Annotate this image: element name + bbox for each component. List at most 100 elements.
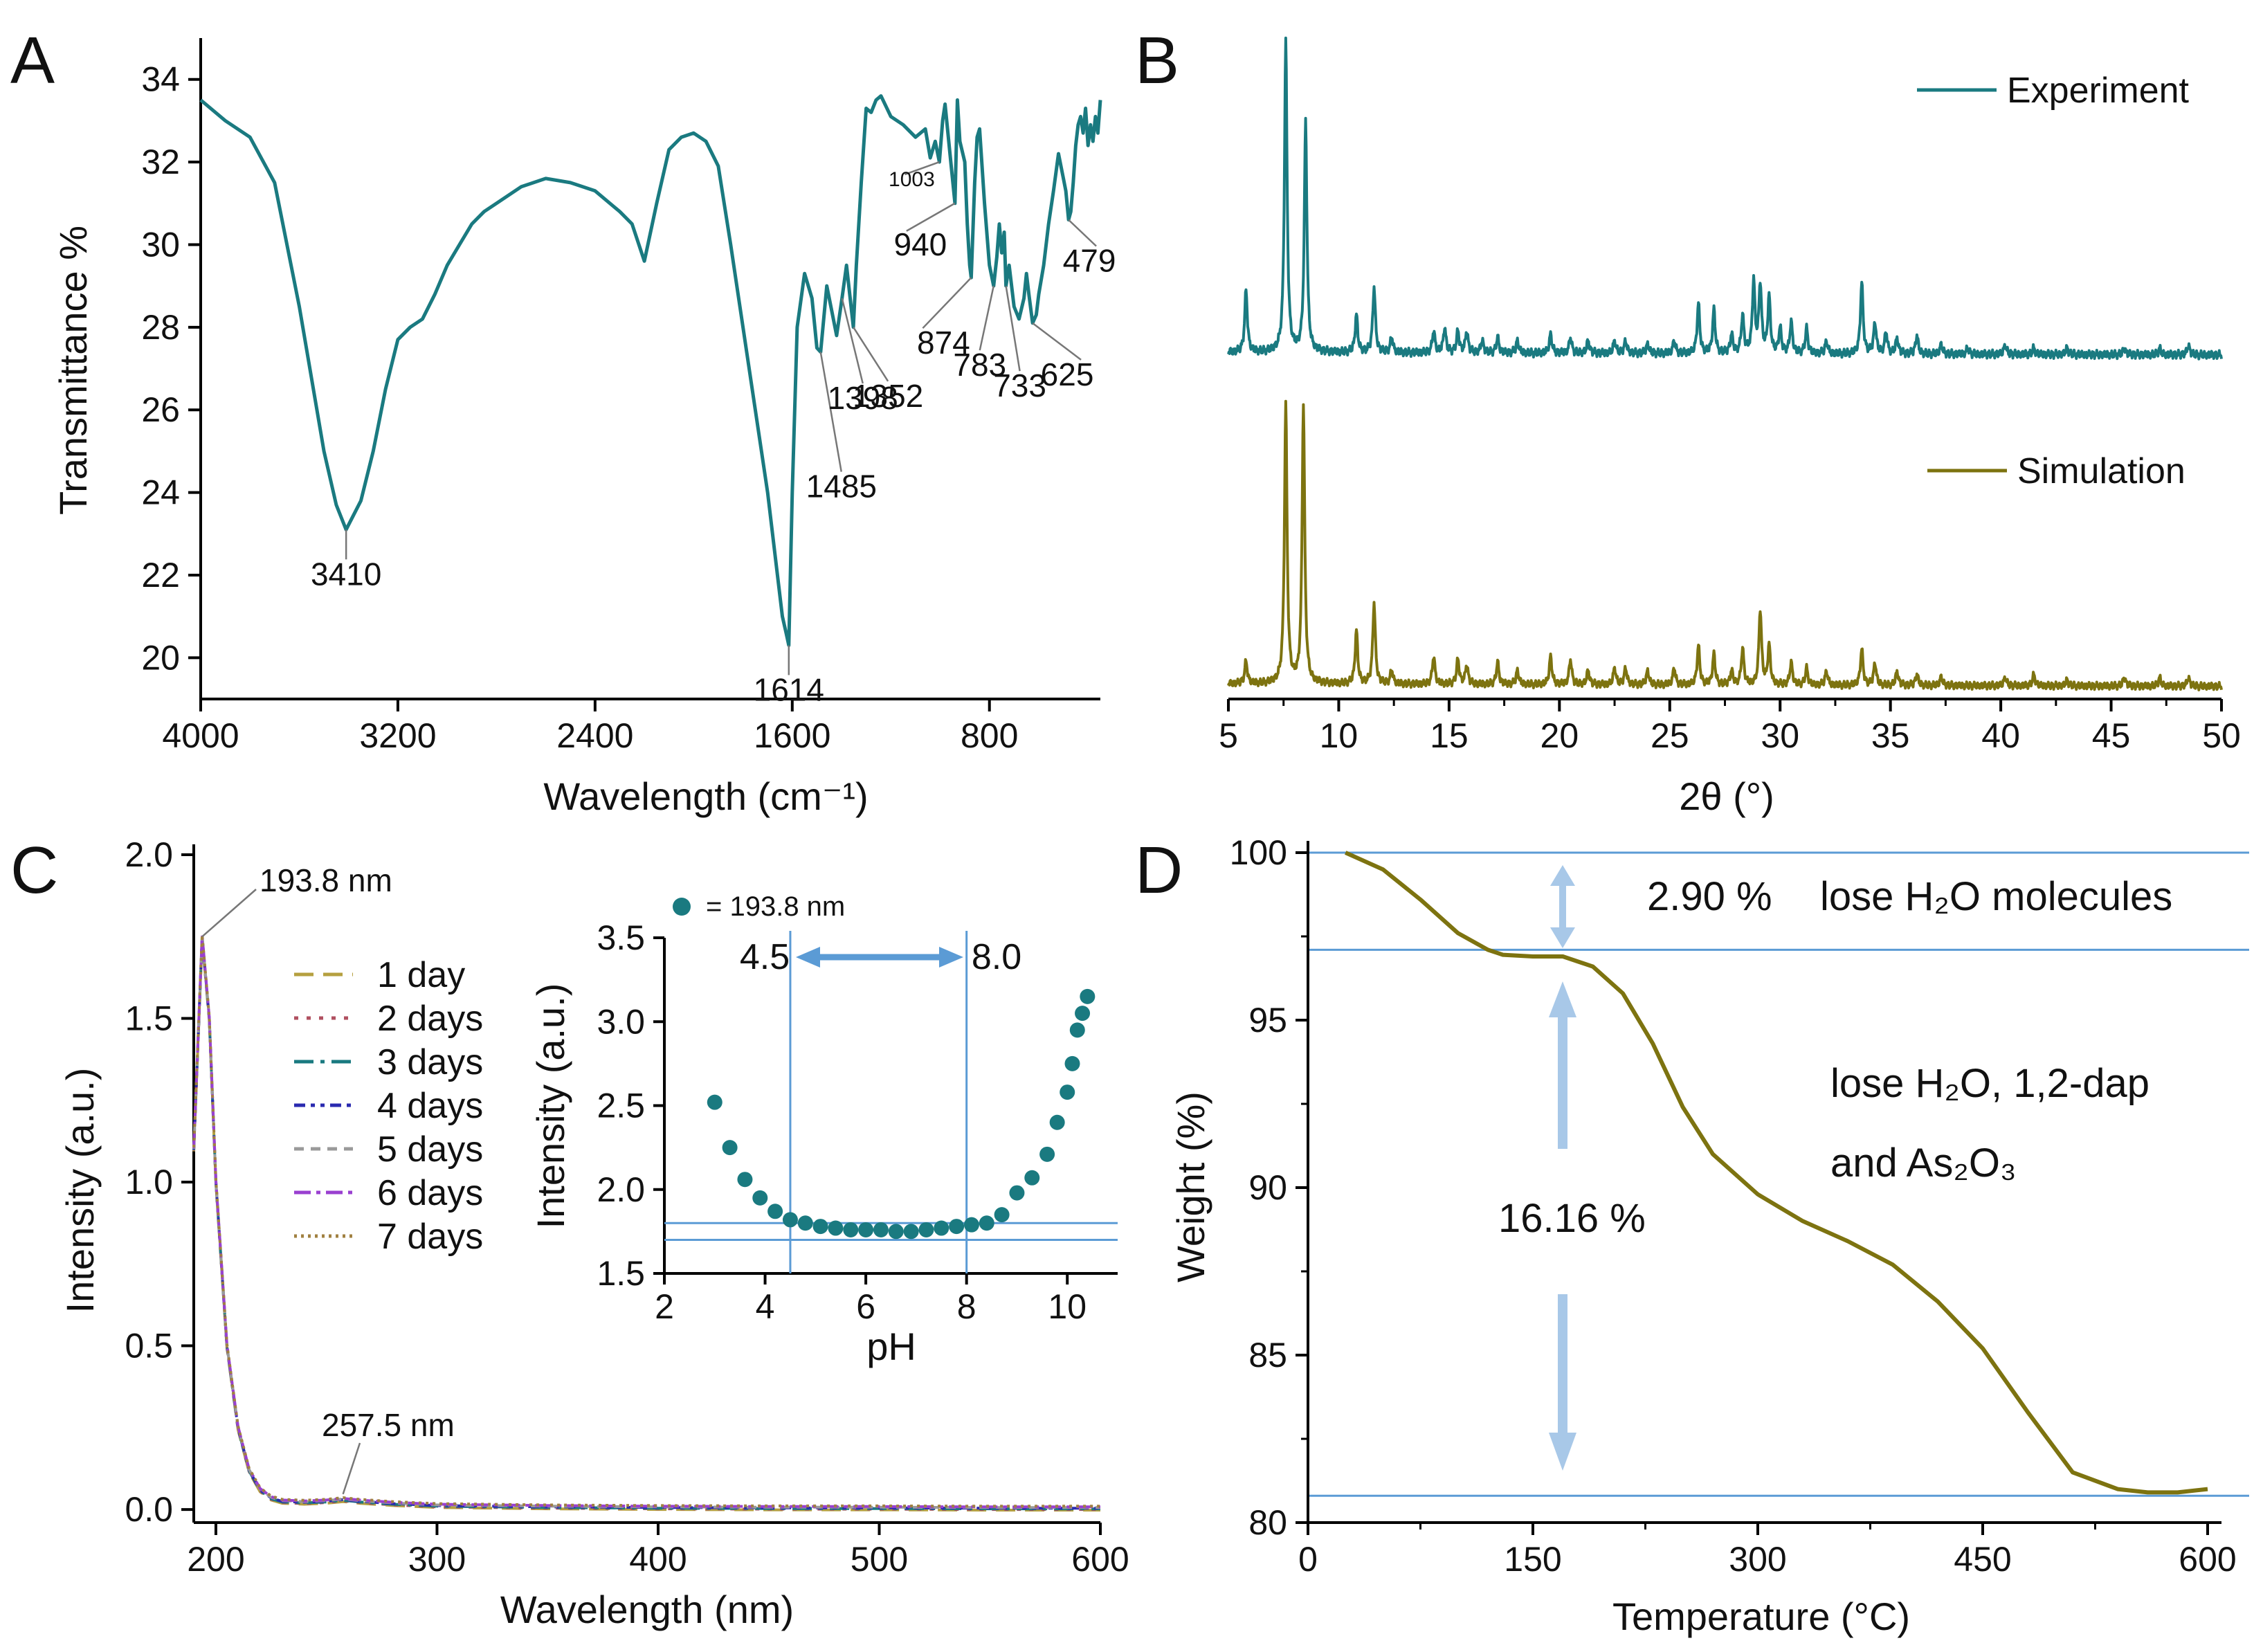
a-x-tick-label: 4000 <box>162 716 239 755</box>
a-peak-label: 1398 <box>828 380 898 416</box>
c-inset-y-tick-label: 2.0 <box>597 1170 645 1209</box>
d-x-axis-label: Temperature (°C) <box>1612 1595 1910 1638</box>
a-peak-label: 479 <box>1063 243 1116 279</box>
d-annotation-loss-line2: and As₂O₃ <box>1830 1141 2017 1186</box>
b-x-tick-label: 10 <box>1320 716 1358 755</box>
a-peak-label: 1614 <box>754 671 824 707</box>
d-y-tick-label: 95 <box>1248 1001 1287 1040</box>
c-inset-point <box>797 1215 813 1231</box>
a-peak-leader <box>1032 322 1082 361</box>
c-x-tick-label: 600 <box>1071 1540 1129 1579</box>
c-inset-point <box>1039 1146 1055 1162</box>
d-arrow2-head-up <box>1549 981 1576 1017</box>
panel-label-a: A <box>10 24 55 98</box>
c-x-tick-label: 300 <box>408 1540 466 1579</box>
c-series-line <box>192 934 1100 1508</box>
c-inset-point <box>1069 1022 1085 1038</box>
d-tga-curve <box>1344 851 2208 1495</box>
a-y-axis-label: Transmittance % <box>51 226 95 515</box>
c-x-tick-label: 500 <box>851 1540 908 1579</box>
d-annotation-percent-2: 16.16 % <box>1498 1196 1646 1241</box>
a-peak-leader <box>905 161 940 176</box>
d-annotation-loss-line1: lose H₂O, 1,2-dap <box>1830 1061 2150 1106</box>
a-peak-leader <box>922 277 972 329</box>
c-inset-range-high: 8.0 <box>972 937 1021 977</box>
a-peak-label: 1485 <box>806 469 877 505</box>
c-inset-point <box>858 1222 874 1237</box>
a-peak-leader <box>853 327 889 382</box>
d-x-tick-label: 450 <box>1954 1540 2011 1579</box>
d-y-tick-label: 80 <box>1248 1503 1287 1542</box>
c-inset-point <box>767 1204 783 1219</box>
b-x-tick-label: 15 <box>1430 716 1469 755</box>
a-peak-label: 783 <box>953 347 1006 383</box>
c-y-tick-label: 1.0 <box>125 1163 173 1201</box>
c-inset-point <box>812 1219 828 1235</box>
c-y-tick-label: 0.5 <box>125 1327 173 1365</box>
c-inset-point <box>1049 1114 1065 1130</box>
a-y-tick-label: 30 <box>141 225 180 264</box>
c-inset-point <box>979 1215 994 1231</box>
b-experiment-pattern <box>1227 36 2223 361</box>
a-x-tick-label: 800 <box>961 716 1018 755</box>
c-inset-point <box>1009 1185 1025 1201</box>
a-peak-label: 733 <box>993 367 1046 403</box>
c-peak-leader <box>201 889 257 938</box>
a-peak-label: 1352 <box>853 378 923 414</box>
a-ir-spectrum-line <box>199 94 1102 647</box>
a-peak-leader <box>819 352 842 472</box>
c-x-axis-label: Wavelength (nm) <box>500 1588 794 1631</box>
c-inset-arrow-head-left <box>796 947 820 968</box>
c-peak-leader <box>342 1442 361 1495</box>
d-x-tick-label: 0 <box>1298 1540 1318 1579</box>
a-peak-label: 940 <box>893 226 947 262</box>
panel-d: D 0 150 300 450 600 80 85 90 95 100 2.90 % lose H… <box>1135 833 2249 1638</box>
c-peak-label: 257.5 nm <box>322 1407 455 1443</box>
c-inset-point <box>1024 1170 1040 1186</box>
c-inset-point <box>1075 1006 1091 1022</box>
c-y-tick-label: 0.0 <box>125 1490 173 1529</box>
b-x-tick-label: 5 <box>1219 716 1238 755</box>
c-inset-legend-marker <box>673 898 691 916</box>
b-x-tick-label: 50 <box>2202 716 2241 755</box>
panel-label-d: D <box>1135 833 1183 907</box>
c-inset-point <box>949 1219 965 1235</box>
a-y-tick-label: 26 <box>141 390 180 429</box>
b-x-axis-label: 2θ (°) <box>1679 774 1774 818</box>
c-legend-label: 6 days <box>377 1173 483 1213</box>
a-x-tick-label: 3200 <box>359 716 436 755</box>
c-inset-y-tick-label: 3.5 <box>597 918 645 957</box>
a-peak-leader <box>906 202 956 232</box>
c-inset-point <box>1064 1055 1080 1071</box>
panel-c: C 200 300 400 500 600 0.0 0.5 1.0 1.5 2.0 1 day2 … <box>10 833 1129 1631</box>
c-inset-x-tick-label: 10 <box>1048 1287 1087 1326</box>
c-legend-label: 3 days <box>377 1042 483 1082</box>
c-peak-label: 193.8 nm <box>260 862 392 898</box>
a-y-tick-label: 20 <box>141 638 180 677</box>
c-inset-point <box>843 1222 859 1237</box>
c-inset-x-tick-label: 2 <box>655 1287 674 1326</box>
panel-label-b: B <box>1135 24 1179 98</box>
c-y-tick-label: 2.0 <box>125 835 173 874</box>
c-legend-label: 4 days <box>377 1086 483 1126</box>
c-inset-point <box>934 1220 949 1236</box>
a-x-axis-label: Wavelength (cm⁻¹) <box>543 774 868 818</box>
a-x-tick-label: 2400 <box>556 716 633 755</box>
b-legend-simulation: Simulation <box>2017 451 2185 491</box>
d-y-tick-label: 90 <box>1248 1168 1287 1207</box>
a-peak-leader <box>1005 285 1021 372</box>
d-annotation-water-loss: lose H₂O molecules <box>1820 874 2172 919</box>
c-inset-point <box>722 1140 738 1156</box>
c-inset-point <box>994 1207 1010 1223</box>
d-step-arrows <box>1549 865 1576 1471</box>
c-inset-x-tick-label: 6 <box>856 1287 875 1326</box>
a-peak-leader <box>841 298 864 384</box>
c-inset-arrow-head-right <box>939 947 963 968</box>
d-arrow2-head-down <box>1549 1433 1576 1471</box>
c-y-tick-label: 1.5 <box>125 999 173 1038</box>
c-y-axis-label: Intensity (a.u.) <box>58 1068 102 1314</box>
c-legend-label: 2 days <box>377 999 483 1039</box>
c-inset-point <box>1060 1084 1075 1100</box>
c-legend-label: 1 day <box>377 955 465 995</box>
